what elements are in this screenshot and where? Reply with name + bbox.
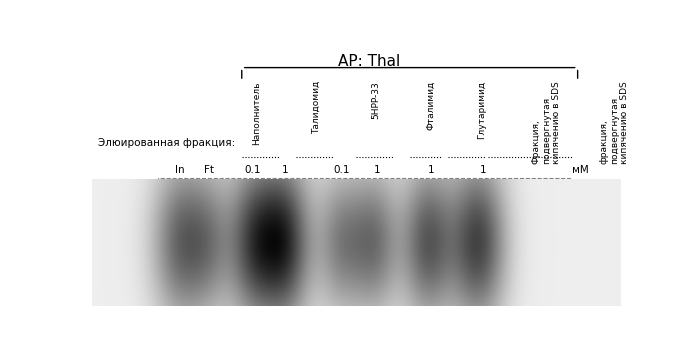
Text: фракция,
подвергнутая
кипячению в SDS: фракция, подвергнутая кипячению в SDS xyxy=(599,81,629,164)
Text: Глутаримид: Глутаримид xyxy=(477,81,487,139)
Text: Наполнитель: Наполнитель xyxy=(252,81,261,145)
Text: 1: 1 xyxy=(374,165,380,175)
Text: 5HPP-33: 5HPP-33 xyxy=(372,81,381,119)
Text: Элюированная фракция:: Элюированная фракция: xyxy=(98,138,236,148)
Text: 0.1: 0.1 xyxy=(245,165,261,175)
Text: Фталимид: Фталимид xyxy=(426,81,435,130)
Text: ФИГ. 18: ФИГ. 18 xyxy=(326,294,390,308)
Text: 1: 1 xyxy=(428,165,435,175)
Text: IB: CRBN: IB: CRBN xyxy=(98,224,147,234)
FancyBboxPatch shape xyxy=(158,178,570,279)
Text: Талидомид: Талидомид xyxy=(312,81,322,134)
Text: 0.1: 0.1 xyxy=(333,165,350,175)
Text: AP: Thal: AP: Thal xyxy=(338,54,401,69)
Text: мМ: мМ xyxy=(572,165,589,175)
Text: 1: 1 xyxy=(282,165,289,175)
Text: Ft: Ft xyxy=(204,165,215,175)
Text: 1: 1 xyxy=(480,165,486,175)
Text: In: In xyxy=(175,165,185,175)
Text: Фракция,
подвергнутая
кипячению в SDS: Фракция, подвергнутая кипячению в SDS xyxy=(532,81,561,164)
